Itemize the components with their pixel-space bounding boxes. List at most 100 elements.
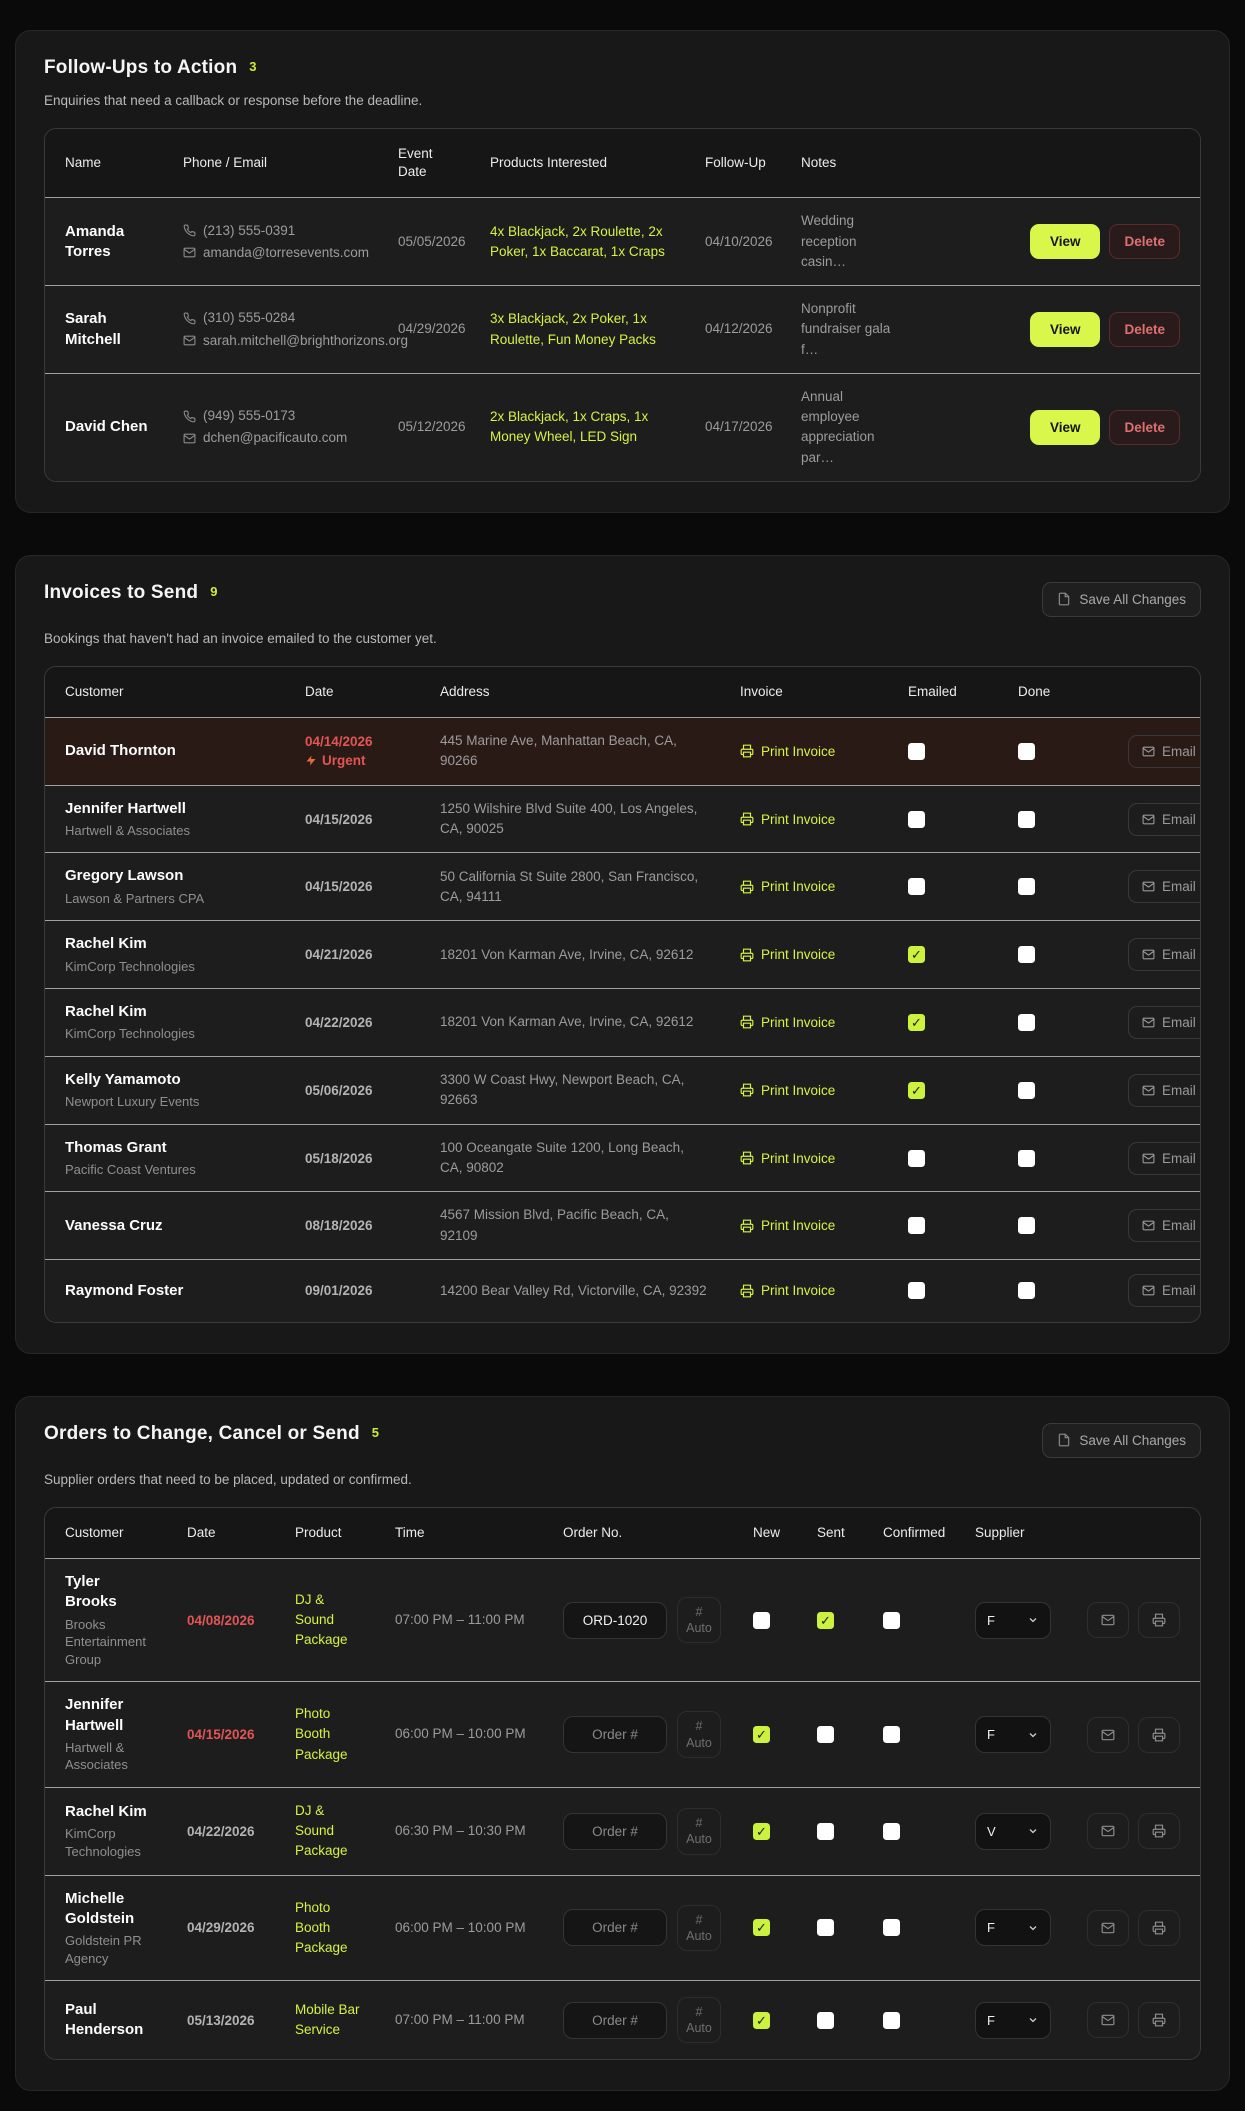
emailed-checkbox[interactable] bbox=[908, 1149, 925, 1167]
supplier-select[interactable]: F bbox=[975, 1716, 1051, 1754]
email-button[interactable]: Email bbox=[1128, 1274, 1200, 1308]
customer-name: Jennifer Hartwell bbox=[65, 1696, 124, 1734]
order-number-input[interactable] bbox=[563, 2001, 667, 2039]
column-header-sent: Sent bbox=[817, 1524, 845, 1540]
emailed-checkbox[interactable] bbox=[908, 878, 925, 896]
send-email-button[interactable] bbox=[1087, 1909, 1129, 1946]
done-checkbox[interactable] bbox=[1018, 1282, 1035, 1300]
email-button[interactable]: Email bbox=[1128, 1005, 1200, 1039]
emailed-checkbox[interactable] bbox=[908, 1217, 925, 1235]
send-email-button[interactable] bbox=[1087, 1813, 1129, 1850]
print-invoice-link[interactable]: Print Invoice bbox=[740, 947, 876, 962]
done-checkbox[interactable] bbox=[1018, 878, 1035, 896]
print-invoice-link[interactable]: Print Invoice bbox=[740, 1151, 876, 1166]
confirmed-checkbox[interactable] bbox=[883, 2011, 900, 2029]
email-button[interactable]: Email bbox=[1128, 938, 1200, 972]
send-email-button[interactable] bbox=[1087, 2002, 1129, 2039]
supplier-select[interactable]: F bbox=[975, 1909, 1051, 1947]
delete-button[interactable]: Delete bbox=[1109, 224, 1180, 260]
emailed-checkbox[interactable] bbox=[908, 1013, 925, 1031]
done-checkbox[interactable] bbox=[1018, 742, 1035, 760]
product-name: Photo Booth Package bbox=[295, 1899, 348, 1956]
email-button[interactable]: Email bbox=[1128, 1073, 1200, 1107]
auto-number-button[interactable]: # Auto bbox=[677, 1904, 721, 1952]
send-email-button[interactable] bbox=[1087, 1602, 1129, 1639]
delete-button[interactable]: Delete bbox=[1109, 312, 1180, 348]
order-number-input[interactable] bbox=[563, 1812, 667, 1850]
emailed-checkbox[interactable] bbox=[908, 946, 925, 964]
email-button[interactable]: Email bbox=[1128, 1209, 1200, 1243]
supplier-select[interactable]: F bbox=[975, 1601, 1051, 1639]
email-button[interactable]: Email bbox=[1128, 870, 1200, 904]
new-checkbox[interactable] bbox=[753, 1611, 770, 1629]
auto-number-button[interactable]: # Auto bbox=[677, 1808, 721, 1855]
view-button[interactable]: View bbox=[1029, 409, 1101, 445]
column-header-actions bbox=[909, 147, 1200, 179]
print-invoice-link[interactable]: Print Invoice bbox=[740, 1015, 876, 1030]
send-email-button[interactable] bbox=[1087, 1716, 1129, 1753]
email-button[interactable]: Email bbox=[1128, 1141, 1200, 1175]
emailed-checkbox[interactable] bbox=[908, 1081, 925, 1099]
sent-checkbox[interactable] bbox=[817, 2011, 834, 2029]
invoice-row: Rachel Kim KimCorp Technologies 04/22/20… bbox=[45, 988, 1200, 1056]
phone-icon bbox=[183, 312, 196, 325]
email-button[interactable]: Email bbox=[1128, 734, 1200, 768]
mail-icon bbox=[1101, 1826, 1115, 1837]
done-checkbox[interactable] bbox=[1018, 1081, 1035, 1099]
followups-title: Follow-Ups to Action 3 bbox=[44, 57, 257, 79]
email-button[interactable]: Email bbox=[1128, 802, 1200, 836]
done-checkbox[interactable] bbox=[1018, 946, 1035, 964]
sent-checkbox[interactable] bbox=[817, 1726, 834, 1744]
sent-checkbox[interactable] bbox=[817, 1822, 834, 1840]
supplier-select[interactable]: V bbox=[975, 1812, 1051, 1850]
sent-checkbox[interactable] bbox=[817, 1611, 834, 1629]
confirmed-checkbox[interactable] bbox=[883, 1822, 900, 1840]
print-invoice-link[interactable]: Print Invoice bbox=[740, 744, 876, 759]
save-all-changes-button[interactable]: Save All Changes bbox=[1042, 1422, 1201, 1458]
print-order-button[interactable] bbox=[1138, 2002, 1180, 2039]
order-number-input[interactable] bbox=[563, 1909, 667, 1947]
auto-number-button[interactable]: # Auto bbox=[677, 1596, 721, 1644]
auto-label: Auto bbox=[686, 1621, 712, 1636]
new-checkbox[interactable] bbox=[753, 2011, 770, 2029]
done-checkbox[interactable] bbox=[1018, 1013, 1035, 1031]
print-order-button[interactable] bbox=[1138, 1716, 1180, 1753]
auto-number-button[interactable]: # Auto bbox=[677, 1711, 721, 1758]
view-button[interactable]: View bbox=[1029, 312, 1101, 348]
print-invoice-link[interactable]: Print Invoice bbox=[740, 812, 876, 827]
confirmed-checkbox[interactable] bbox=[883, 1611, 900, 1629]
new-checkbox[interactable] bbox=[753, 1919, 770, 1937]
address-text: 445 Marine Ave, Manhattan Beach, CA, 902… bbox=[440, 733, 677, 769]
done-checkbox[interactable] bbox=[1018, 1217, 1035, 1235]
emailed-checkbox[interactable] bbox=[908, 1282, 925, 1300]
mail-icon bbox=[183, 433, 196, 444]
done-checkbox[interactable] bbox=[1018, 1149, 1035, 1167]
auto-number-button[interactable]: # Auto bbox=[677, 1996, 721, 2044]
save-all-changes-button[interactable]: Save All Changes bbox=[1042, 581, 1201, 617]
print-invoice-link[interactable]: Print Invoice bbox=[740, 879, 876, 894]
new-checkbox[interactable] bbox=[753, 1822, 770, 1840]
emailed-checkbox[interactable] bbox=[908, 742, 925, 760]
new-checkbox[interactable] bbox=[753, 1726, 770, 1744]
order-number-input[interactable] bbox=[563, 1716, 667, 1754]
sent-checkbox[interactable] bbox=[817, 1919, 834, 1937]
done-checkbox[interactable] bbox=[1018, 810, 1035, 828]
contact-name: David Chen bbox=[65, 418, 148, 436]
confirmed-checkbox[interactable] bbox=[883, 1726, 900, 1744]
supplier-select[interactable]: F bbox=[975, 2001, 1051, 2039]
print-order-button[interactable] bbox=[1138, 1813, 1180, 1850]
view-button[interactable]: View bbox=[1029, 224, 1101, 260]
email-line: sarah.mitchell@brighthorizons.org bbox=[183, 330, 408, 352]
print-invoice-link[interactable]: Print Invoice bbox=[740, 1283, 876, 1298]
order-number-input[interactable] bbox=[563, 1601, 667, 1639]
auto-label: Auto bbox=[686, 1928, 712, 1943]
print-order-button[interactable] bbox=[1138, 1602, 1180, 1639]
delete-button[interactable]: Delete bbox=[1109, 409, 1180, 445]
confirmed-checkbox[interactable] bbox=[883, 1919, 900, 1937]
print-order-button[interactable] bbox=[1138, 1909, 1180, 1946]
print-invoice-link[interactable]: Print Invoice bbox=[740, 1218, 876, 1233]
followup-row: David Chen (949) 555-0173 dchen@pacifica… bbox=[45, 372, 1200, 481]
notes-text: Nonprofit fundraiser gala f… bbox=[801, 301, 891, 357]
emailed-checkbox[interactable] bbox=[908, 810, 925, 828]
print-invoice-link[interactable]: Print Invoice bbox=[740, 1083, 876, 1098]
